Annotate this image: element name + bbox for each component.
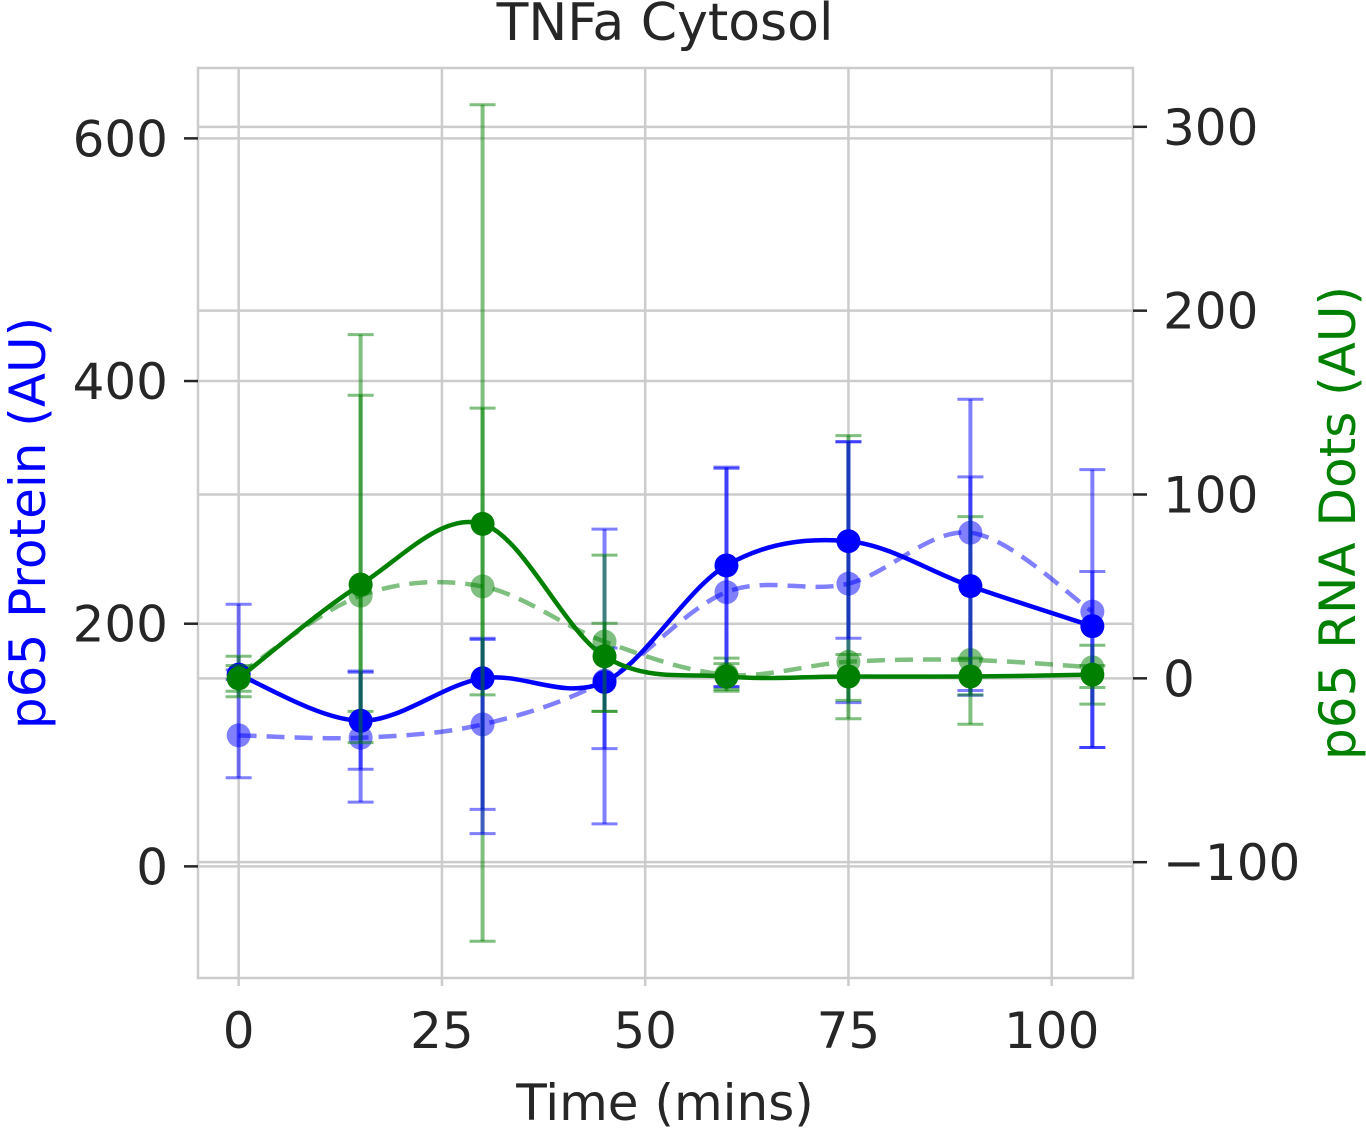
data-point [226, 666, 251, 691]
right-y-tick-label: 0 [1163, 650, 1195, 708]
series-line [237, 537, 1094, 724]
left-y-tick-label: 400 [73, 353, 168, 411]
left-y-axis-label: p65 Protein (AU) [0, 317, 57, 729]
protein-series-dashed [225, 397, 1106, 826]
right-y-tick-label: 200 [1163, 283, 1258, 341]
data-point [714, 553, 739, 578]
data-point [714, 664, 739, 689]
right-y-tick-label: −100 [1163, 834, 1300, 892]
x-axis-label: Time (mins) [515, 1074, 814, 1132]
right-y-tick-label: 300 [1163, 99, 1258, 157]
rna-series-solid [225, 393, 1106, 745]
x-tick-label: 75 [817, 1002, 881, 1060]
x-tick-label: 25 [410, 1002, 474, 1060]
data-point [836, 664, 861, 689]
left-y-tick-label: 600 [73, 110, 168, 168]
grid [198, 68, 1133, 978]
axis-ticks: 0 25 50 75 100 0 200 400 600 −100 0 100 200 300 [73, 99, 1301, 1060]
data-point [226, 723, 251, 748]
data-point [470, 511, 495, 536]
right-y-axis-label: p65 RNA Dots (AU) [1309, 286, 1366, 760]
data-point [1080, 662, 1105, 687]
plot-area-frame [196, 66, 1135, 980]
data-point [1080, 614, 1105, 639]
data-point [958, 574, 983, 599]
protein-series-solid [225, 440, 1106, 836]
data-point [348, 572, 373, 597]
left-y-tick-label: 0 [136, 838, 168, 896]
x-tick-label: 100 [1004, 1002, 1099, 1060]
right-y-tick-label: 100 [1163, 467, 1258, 525]
data-point [836, 529, 861, 554]
x-tick-label: 0 [223, 1002, 255, 1060]
data-point [958, 664, 983, 689]
series-line [238, 530, 1094, 741]
chart-title: TNFa Cytosol [496, 0, 834, 53]
series-group [225, 103, 1106, 943]
x-tick-label: 50 [613, 1002, 677, 1060]
data-point [592, 644, 617, 669]
left-y-tick-label: 200 [73, 596, 168, 654]
